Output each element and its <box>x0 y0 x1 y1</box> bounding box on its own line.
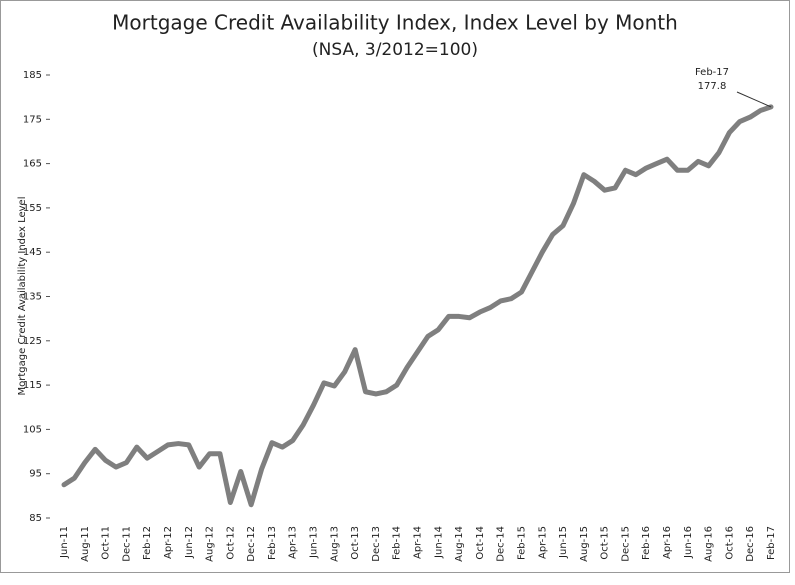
frame <box>0 0 790 573</box>
x-tick-label: Aug-14 <box>454 526 465 562</box>
x-tick-label: Oct-11 <box>101 526 112 560</box>
x-tick-label: Feb-16 <box>641 526 652 560</box>
x-tick-label: Jun-16 <box>683 526 694 559</box>
y-tick-label: 85 <box>29 513 42 524</box>
x-tick-label: Feb-15 <box>516 526 527 560</box>
x-tick-label: Dec-15 <box>620 526 631 562</box>
x-tick-label: Aug-12 <box>205 526 216 562</box>
x-tick-label: Aug-16 <box>704 526 715 562</box>
x-tick-label: Aug-11 <box>80 526 91 562</box>
x-tick-label: Dec-11 <box>121 526 132 562</box>
y-tick-label: 155 <box>23 203 42 214</box>
x-tick-label: Dec-13 <box>371 526 382 562</box>
series-line <box>61 104 774 508</box>
x-tick-label: Oct-12 <box>225 526 236 560</box>
y-tick-label: 125 <box>23 336 42 347</box>
annotation-leader <box>736 91 772 108</box>
x-tick-label: Jun-11 <box>59 526 70 559</box>
x-tick-label: Dec-14 <box>496 526 507 562</box>
x-tick-label: Apr-13 <box>288 526 299 559</box>
x-tick-label: Apr-16 <box>662 526 673 559</box>
y-tick-label: 135 <box>23 292 42 303</box>
y-axis-label: Mortgage Credit Availability Index Level <box>17 197 28 396</box>
x-tick-label: Apr-14 <box>413 526 424 559</box>
y-tick-label: 95 <box>29 469 42 480</box>
y-tick-label: 165 <box>23 159 42 170</box>
x-tick-label: Feb-13 <box>267 526 278 560</box>
annotation-label: Feb-17 <box>695 67 729 78</box>
y-tick-label: 105 <box>23 424 42 435</box>
x-tick-label: Aug-15 <box>579 526 590 562</box>
x-tick-label: Oct-14 <box>475 526 486 560</box>
chart-title: Mortgage Credit Availability Index, Inde… <box>112 11 678 35</box>
x-tick-label: Jun-14 <box>433 526 444 559</box>
chart-subtitle: (NSA, 3/2012=100) <box>312 40 478 60</box>
x-tick-label: Dec-16 <box>745 526 756 562</box>
y-tick-label: 185 <box>23 70 42 81</box>
x-tick-label: Oct-15 <box>600 526 611 560</box>
y-tick-label: 115 <box>23 380 42 391</box>
x-tick-label: Jun-13 <box>309 526 320 559</box>
x-tick-label: Apr-15 <box>537 526 548 559</box>
y-tick-label: 145 <box>23 247 42 258</box>
x-tick-label: Apr-12 <box>163 526 174 559</box>
x-tick-label: Oct-16 <box>724 526 735 560</box>
x-tick-label: Oct-13 <box>350 526 361 560</box>
x-tick-label: Feb-14 <box>392 526 403 560</box>
x-tick-label: Feb-12 <box>142 526 153 560</box>
x-tick-label: Dec-12 <box>246 526 257 562</box>
x-tick-label: Aug-13 <box>329 526 340 562</box>
x-tick-label: Jun-15 <box>558 526 569 559</box>
x-tick-label: Feb-17 <box>766 526 777 560</box>
x-tick-label: Jun-12 <box>184 526 195 559</box>
y-tick-label: 175 <box>23 114 42 125</box>
annotation-value: 177.8 <box>698 81 727 92</box>
